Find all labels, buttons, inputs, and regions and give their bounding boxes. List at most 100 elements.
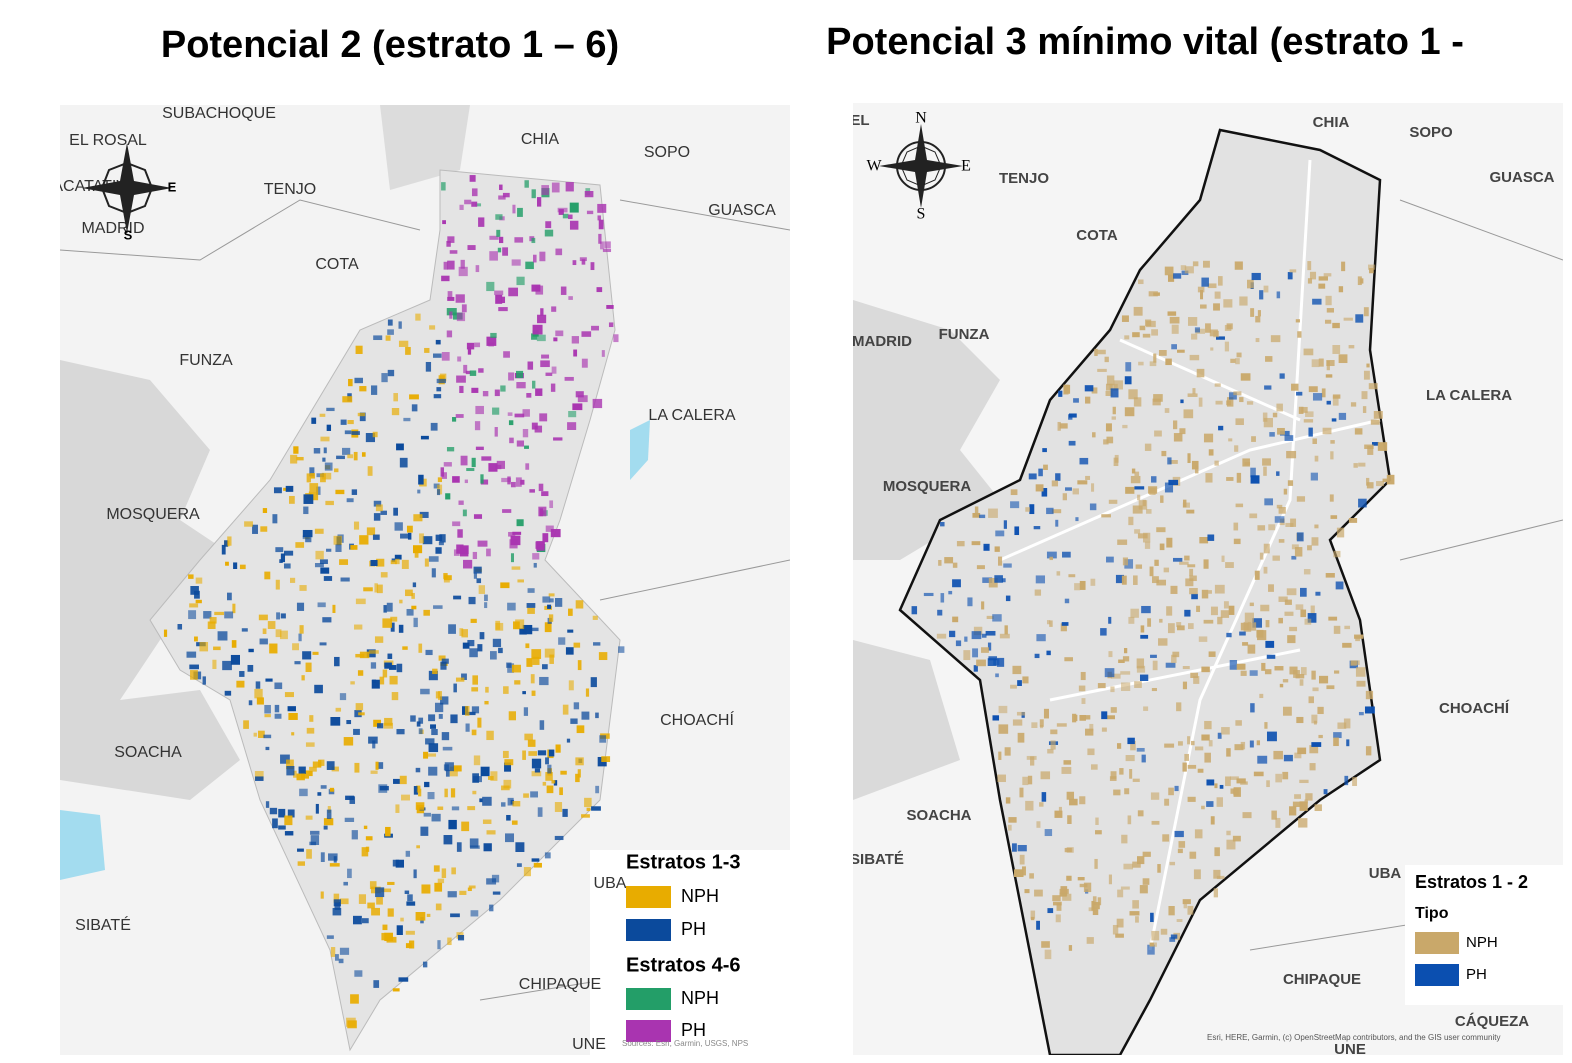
parcel: [1170, 934, 1178, 939]
parcel: [1274, 516, 1285, 523]
parcel: [1187, 905, 1194, 915]
parcel: [1290, 518, 1297, 527]
parcel: [487, 776, 494, 780]
parcel: [359, 535, 369, 545]
parcel: [1086, 937, 1094, 944]
place-label: SOPO: [644, 144, 690, 161]
parcel: [461, 673, 467, 680]
attribution: Sources: Esri, Garmin, USGS, NPS: [622, 1039, 748, 1048]
parcel: [530, 791, 538, 798]
parcel: [1012, 719, 1023, 726]
parcel: [1101, 727, 1107, 732]
parcel: [1128, 389, 1138, 400]
parcel: [1165, 358, 1172, 366]
parcel: [424, 347, 430, 353]
parcel: [1283, 488, 1288, 495]
parcel: [534, 768, 541, 773]
parcel: [428, 556, 439, 562]
parcel: [473, 566, 482, 574]
parcel: [1358, 711, 1364, 716]
parcel: [412, 545, 423, 554]
parcel: [376, 558, 385, 567]
parcel: [1234, 261, 1243, 270]
parcel: [1047, 908, 1054, 914]
parcel: [1115, 933, 1124, 938]
parcel: [462, 509, 467, 517]
parcel: [1132, 778, 1140, 782]
parcel: [1323, 273, 1332, 277]
parcel: [1232, 835, 1241, 842]
parcel: [1162, 834, 1170, 842]
place-label: MOSQUERA: [106, 506, 200, 523]
parcel: [452, 521, 461, 527]
parcel: [442, 220, 446, 225]
parcel: [586, 807, 591, 812]
parcel: [1256, 629, 1264, 638]
parcel: [332, 604, 336, 613]
parcel: [974, 506, 979, 517]
parcel: [489, 904, 494, 912]
parcel: [1189, 587, 1198, 595]
parcel: [601, 350, 605, 357]
parcel: [288, 495, 295, 504]
parcel: [558, 637, 566, 645]
parcel: [420, 435, 429, 440]
parcel: [486, 281, 495, 292]
parcel: [1208, 449, 1214, 456]
parcel: [988, 508, 998, 518]
parcel: [581, 259, 586, 265]
parcel: [328, 853, 338, 861]
parcel: [405, 943, 412, 949]
parcel: [560, 286, 567, 295]
parcel: [511, 259, 521, 266]
parcel: [1259, 290, 1264, 300]
place-label: SIBATÉ: [850, 851, 904, 868]
place-label: SOACHA: [114, 744, 182, 761]
parcel: [288, 712, 298, 720]
parcel: [1133, 397, 1142, 407]
parcel: [503, 779, 512, 789]
parcel: [1183, 499, 1187, 508]
parcel: [1194, 465, 1199, 474]
parcel: [409, 394, 419, 400]
parcel: [1150, 792, 1160, 800]
parcel: [470, 845, 480, 849]
parcel: [1284, 599, 1292, 605]
parcel: [451, 867, 456, 875]
parcel: [509, 437, 514, 444]
parcel: [1371, 442, 1379, 446]
parcel: [1001, 578, 1006, 583]
parcel: [227, 536, 232, 546]
parcel: [1106, 375, 1115, 386]
parcel: [354, 377, 363, 384]
parcel: [1046, 507, 1054, 515]
parcel: [484, 700, 489, 705]
parcel: [461, 821, 470, 832]
parcel: [498, 195, 506, 200]
parcel: [516, 382, 526, 389]
parcel: [1158, 638, 1168, 646]
parcel: [1017, 732, 1025, 743]
parcel: [416, 721, 421, 727]
place-label: LA CALERA: [1426, 387, 1512, 404]
parcel: [329, 787, 335, 792]
parcel: [1235, 358, 1240, 365]
parcel: [1118, 659, 1125, 663]
parcel: [381, 932, 386, 941]
parcel: [496, 229, 501, 237]
parcel: [1019, 787, 1024, 798]
parcel: [1307, 613, 1317, 623]
parcel: [326, 424, 332, 431]
parcel: [451, 806, 460, 811]
parcel: [1005, 797, 1011, 804]
parcel: [952, 562, 958, 568]
parcel: [1286, 588, 1297, 596]
parcel: [1010, 684, 1017, 689]
parcel: [1060, 623, 1067, 632]
parcel: [347, 1020, 357, 1029]
parcel: [400, 533, 409, 539]
parcel: [314, 563, 324, 568]
compass-letter: N: [915, 110, 927, 127]
parcel: [1362, 406, 1367, 413]
parcel: [1369, 268, 1374, 274]
